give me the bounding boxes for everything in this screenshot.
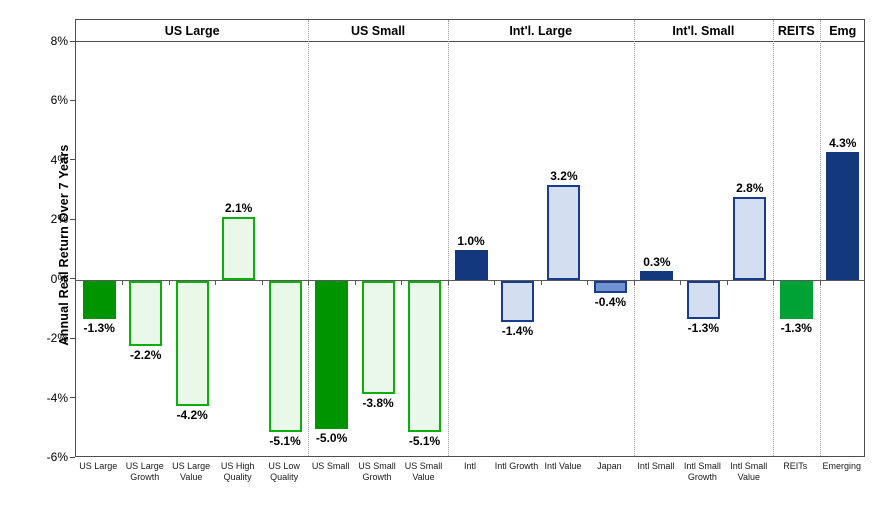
bar-intl-small-growth bbox=[686, 280, 720, 320]
category-label: Intl Small bbox=[637, 461, 675, 471]
y-tick-label: 8% bbox=[50, 34, 68, 48]
category-label: US Small Growth bbox=[358, 461, 396, 482]
x-tick-mark bbox=[215, 280, 217, 285]
bar-japan bbox=[593, 280, 627, 293]
bar-value-label: 2.8% bbox=[736, 180, 764, 195]
x-tick-mark bbox=[540, 280, 542, 285]
x-tick-mark bbox=[401, 280, 403, 285]
category-label: Intl bbox=[463, 461, 476, 471]
category-label: Intl Growth bbox=[494, 461, 539, 471]
bar-value-label: -2.2% bbox=[130, 348, 162, 363]
group-header-reits: REITS bbox=[777, 24, 815, 38]
y-tick-label: 6% bbox=[50, 93, 68, 108]
group-separator bbox=[308, 20, 310, 456]
group-header-int-l-large: Int'l. Large bbox=[509, 24, 573, 38]
group-header-us-large: US Large bbox=[164, 24, 220, 38]
group-separator bbox=[633, 20, 635, 456]
bar-value-label: -1.3% bbox=[83, 321, 115, 336]
category-label: US Large Value bbox=[172, 461, 211, 482]
bar-value-label: -1.3% bbox=[687, 321, 720, 336]
category-label: US Small Value bbox=[404, 461, 443, 482]
bar-value-label: 2.1% bbox=[224, 201, 253, 216]
y-tick-label: 4% bbox=[50, 152, 68, 167]
bar-value-label: 1.0% bbox=[457, 234, 485, 248]
y-tick-label: -6% bbox=[46, 450, 68, 464]
category-label: Emerging bbox=[822, 461, 862, 471]
category-label: Japan bbox=[597, 461, 622, 471]
bar-intl bbox=[454, 250, 488, 280]
bar-us-small-growth bbox=[361, 280, 395, 394]
x-tick-mark bbox=[773, 280, 775, 285]
category-label: Intl Value bbox=[544, 461, 582, 471]
y-tick-mark bbox=[70, 40, 75, 42]
y-tick-mark bbox=[70, 337, 75, 339]
group-header-us-small: US Small bbox=[350, 24, 406, 38]
x-tick-mark bbox=[168, 280, 170, 285]
bar-value-label: -5.0% bbox=[315, 431, 348, 446]
bar-us-large bbox=[82, 280, 116, 320]
zero-axis-line bbox=[76, 279, 864, 281]
category-label: US Small bbox=[311, 461, 350, 471]
bar-value-label: 3.2% bbox=[550, 168, 578, 183]
group-header-band: US Large US Small Int'l. Large Int'l. Small… bbox=[76, 20, 864, 42]
bar-emerging bbox=[826, 151, 860, 280]
group-header-int-l-small: Int'l. Small bbox=[672, 24, 735, 38]
category-label: US Large Growth bbox=[125, 461, 164, 482]
y-tick-mark bbox=[70, 278, 75, 280]
x-tick-mark bbox=[726, 280, 728, 285]
x-tick-mark bbox=[308, 280, 310, 285]
bar-us-small-value bbox=[408, 280, 442, 433]
group-header-emg: Emg bbox=[829, 24, 857, 38]
x-tick-mark bbox=[261, 280, 263, 285]
bar-reits bbox=[779, 280, 813, 320]
y-tick-label: -2% bbox=[46, 331, 68, 346]
bar-us-large-growth bbox=[129, 280, 163, 347]
bar-us-high-quality bbox=[222, 217, 256, 280]
y-tick-label: -4% bbox=[46, 390, 68, 405]
category-label: Intl Small Value bbox=[730, 461, 768, 482]
bar-us-small bbox=[315, 280, 349, 430]
y-tick-mark bbox=[70, 456, 75, 458]
bar-us-large-value bbox=[175, 280, 209, 406]
y-tick-label: 2% bbox=[50, 212, 68, 227]
x-tick-mark bbox=[587, 280, 589, 285]
y-tick-mark bbox=[70, 99, 75, 101]
group-separator bbox=[773, 20, 775, 456]
plot-area: US Large US Small Int'l. Large Int'l. Small… bbox=[75, 19, 865, 457]
bar-value-label: 0.3% bbox=[643, 254, 671, 269]
y-tick-mark bbox=[70, 159, 75, 161]
x-tick-mark bbox=[447, 280, 449, 285]
x-tick-mark bbox=[819, 280, 821, 285]
bar-value-label: -5.1% bbox=[408, 434, 441, 449]
x-tick-mark bbox=[122, 280, 124, 285]
category-label: Intl Small Growth bbox=[683, 461, 721, 482]
x-tick-mark bbox=[354, 280, 356, 285]
category-label: US Low Quality bbox=[268, 461, 300, 482]
bar-intl-small-value bbox=[733, 196, 767, 280]
bar-us-low-quality bbox=[268, 280, 302, 433]
bar-value-label: -3.8% bbox=[362, 395, 394, 410]
y-tick-mark bbox=[70, 397, 75, 399]
bar-value-label: -5.1% bbox=[269, 434, 301, 449]
bar-value-label: -0.4% bbox=[594, 294, 627, 309]
bar-intl-small bbox=[640, 270, 674, 280]
bar-intl-growth bbox=[500, 280, 534, 323]
category-label: REITs bbox=[783, 461, 808, 471]
category-label: US High Quality bbox=[220, 461, 255, 482]
x-tick-mark bbox=[633, 280, 635, 285]
bar-intl-value bbox=[547, 184, 581, 280]
category-label: US Large bbox=[79, 461, 118, 471]
bar-value-label: -4.2% bbox=[176, 407, 208, 422]
x-tick-mark bbox=[680, 280, 682, 285]
y-tick-mark bbox=[70, 218, 75, 220]
y-tick-label: 0% bbox=[50, 271, 68, 286]
x-tick-mark bbox=[494, 280, 496, 285]
bar-value-label: -1.3% bbox=[780, 321, 812, 336]
bar-value-label: 4.3% bbox=[829, 135, 857, 150]
group-separator bbox=[819, 20, 821, 456]
bar-value-label: -1.4% bbox=[501, 324, 534, 339]
group-separator bbox=[447, 20, 449, 456]
